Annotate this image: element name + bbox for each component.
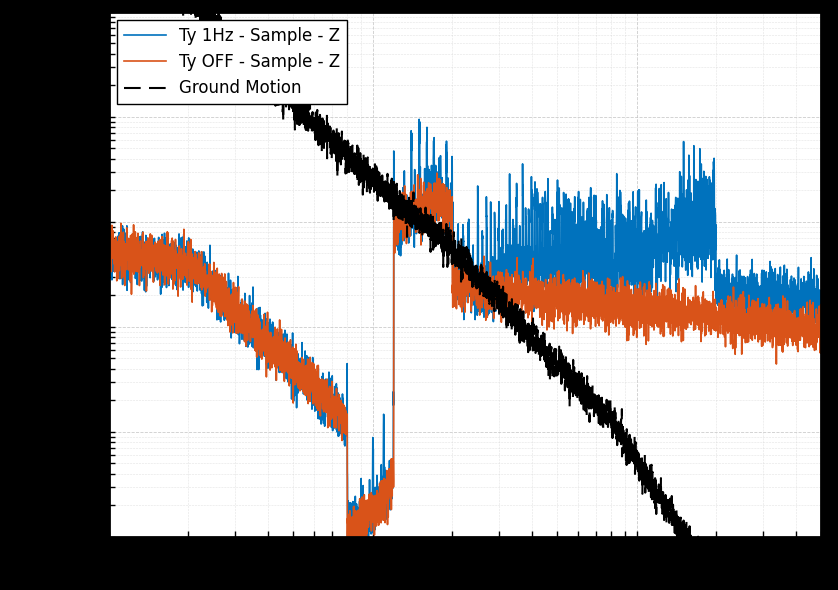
Ty OFF - Sample - Z bbox=[233, 294, 243, 301]
Ty OFF - Sample - Z bbox=[690, 307, 700, 314]
Ground Motion bbox=[690, 557, 700, 564]
Ty OFF - Sample - Z bbox=[636, 303, 646, 310]
Ground Motion bbox=[567, 378, 577, 385]
Ty 1Hz - Sample - Z bbox=[567, 227, 577, 234]
Ty 1Hz - Sample - Z bbox=[233, 331, 243, 338]
Ground Motion bbox=[531, 323, 541, 330]
Ty OFF - Sample - Z bbox=[376, 502, 386, 509]
Line: Ground Motion: Ground Motion bbox=[109, 0, 821, 590]
Legend: Ty 1Hz - Sample - Z, Ty OFF - Sample - Z, Ground Motion: Ty 1Hz - Sample - Z, Ty OFF - Sample - Z… bbox=[117, 20, 347, 104]
Ty 1Hz - Sample - Z bbox=[104, 242, 114, 249]
Line: Ty 1Hz - Sample - Z: Ty 1Hz - Sample - Z bbox=[109, 119, 821, 552]
Ground Motion bbox=[635, 471, 645, 478]
Ty 1Hz - Sample - Z bbox=[816, 303, 826, 310]
Ty 1Hz - Sample - Z bbox=[636, 271, 646, 278]
Ty OFF - Sample - Z bbox=[353, 552, 363, 559]
Ty 1Hz - Sample - Z bbox=[376, 461, 386, 468]
Ty OFF - Sample - Z bbox=[567, 276, 577, 283]
Ground Motion bbox=[376, 181, 386, 188]
Ty OFF - Sample - Z bbox=[531, 305, 541, 312]
Ty 1Hz - Sample - Z bbox=[690, 250, 700, 257]
Ty 1Hz - Sample - Z bbox=[363, 548, 373, 555]
Ty 1Hz - Sample - Z bbox=[414, 116, 424, 123]
Ground Motion bbox=[234, 42, 244, 50]
Ty OFF - Sample - Z bbox=[432, 169, 442, 176]
Line: Ty OFF - Sample - Z: Ty OFF - Sample - Z bbox=[109, 173, 821, 555]
Ty OFF - Sample - Z bbox=[816, 318, 826, 325]
Ty 1Hz - Sample - Z bbox=[531, 275, 541, 282]
Ty OFF - Sample - Z bbox=[104, 246, 114, 253]
